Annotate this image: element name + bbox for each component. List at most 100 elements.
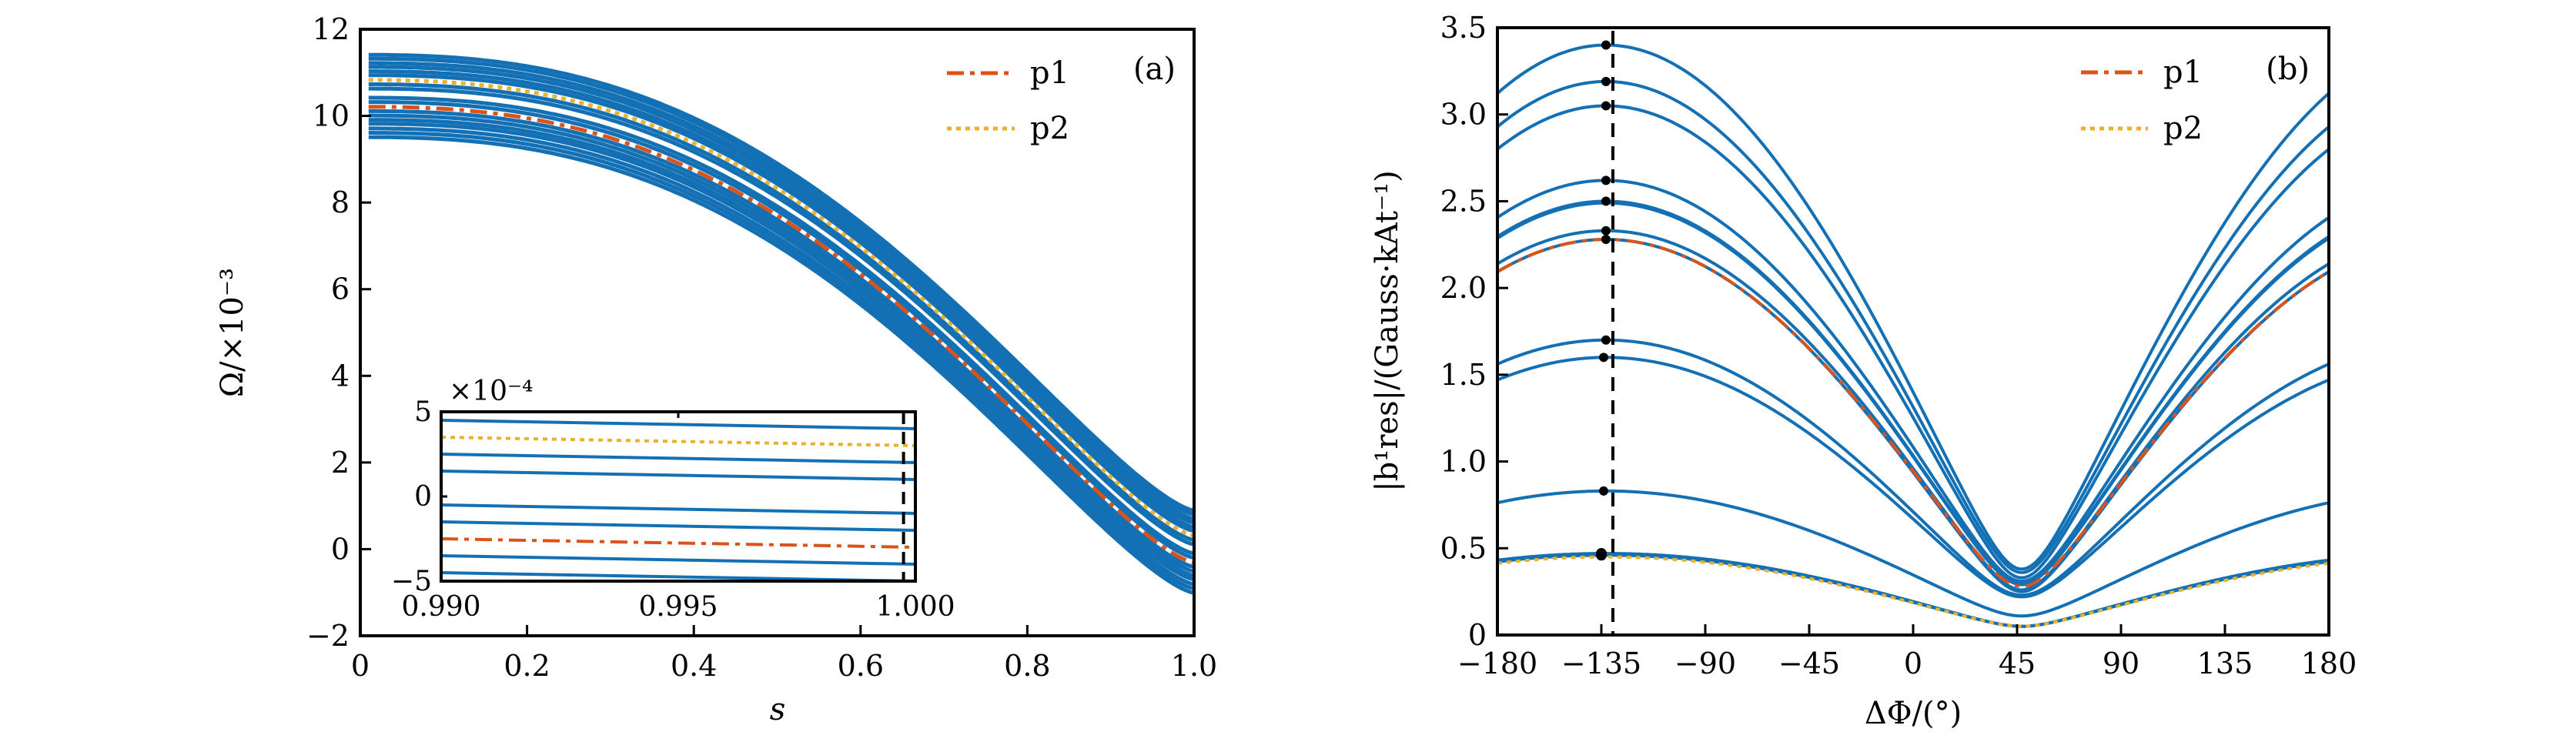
panel-a-curve-scan (368, 122, 1195, 582)
panel-b-legend: p1 p2 (2081, 55, 2203, 146)
inset-background (441, 412, 915, 581)
panel-b-xtick-label: 90 (2103, 647, 2139, 680)
panel-b-max-marker (1599, 353, 1608, 363)
panel-b-curve-scan (1496, 104, 2330, 580)
inset-ticks: 0.990 0.995 1.000 −5 0 5 (391, 396, 955, 623)
panel-b-max-marker (1601, 235, 1611, 245)
panel-a-xtick-label: 0.4 (671, 649, 717, 683)
panel-a-curve-scan (368, 56, 1195, 516)
panel-b-ytick-label: 1.5 (1440, 358, 1487, 392)
inset-xtick-label: 0.990 (401, 591, 480, 623)
panel-b-ytick-label: 0.5 (1440, 531, 1487, 565)
panel-a-ylabel: Ω/×10⁻³ (215, 268, 250, 397)
panel-a-xtick-label: 0.2 (503, 649, 550, 683)
panel-a-curve-scan (368, 113, 1195, 573)
panel-a-curve-scan (368, 86, 1195, 546)
panel-a-ytick-label: 0 (331, 532, 350, 566)
panel-b-ylabel: |b¹res|/(Gauss·kAt⁻¹) (1370, 170, 1405, 492)
panel-b-max-marker (1601, 40, 1611, 50)
panel-a-legend-p1-label: p1 (1030, 55, 1069, 91)
panel-a-curve-p2 (368, 78, 1195, 538)
panel-a-xtick-label: 1.0 (1171, 649, 1217, 683)
panel-a-curve-scan (368, 61, 1195, 521)
panel-b-curve-p2 (1497, 555, 2330, 628)
panel-a-tag: (a) (1133, 52, 1176, 87)
panel-b-xtick-label: 135 (2197, 647, 2253, 680)
panel-a-frame (359, 28, 1196, 637)
panel-a-curve-scan (368, 73, 1195, 533)
panel-a-ytick-label: 8 (331, 186, 350, 219)
panel-a-curves (368, 52, 1195, 595)
panel-a-xlabel: s (770, 692, 786, 727)
panel-a-curve-scan (368, 135, 1195, 595)
inset-curve-p1 (440, 537, 916, 549)
panel-a-xtick-label: 0.6 (838, 649, 884, 683)
panel-b-ticks: −180 −135 −90 −45 0 45 90 135 180 0 0.5 1.0 1.5 2.0 2.… (1440, 11, 2357, 680)
panel-b-ytick-label: 3.5 (1440, 11, 1487, 45)
inset-curve-scan (440, 554, 916, 566)
panel-b-curve-scan (1497, 338, 2330, 597)
panel-b-ytick-label: 3.0 (1440, 98, 1487, 132)
panel-b-curve-scan (1497, 229, 2330, 592)
inset-curve-scan (440, 419, 916, 430)
panel-b-curve-scan (1496, 179, 2330, 583)
panel-a-ytick-label: −2 (306, 619, 350, 653)
panel-b-curve-scan (1497, 551, 2330, 628)
panel-b-legend-p2-label: p2 (2163, 111, 2203, 146)
panel-a-ytick-label: 2 (331, 446, 350, 480)
panel-b-xlabel: ΔΦ/(°) (1865, 696, 1962, 731)
panel-b-curve-scan (1496, 201, 2330, 587)
panel-b-xtick-label: 45 (1999, 647, 2036, 680)
panel-b-curve-p1 (1496, 238, 2330, 588)
panel-b-max-marker (1601, 101, 1611, 111)
inset-curve-scan (440, 453, 916, 464)
panel-a-curve-scan (368, 65, 1195, 525)
panel-b-xtick-label: −90 (1674, 647, 1736, 680)
panel-a-legend-p2-label: p2 (1030, 111, 1069, 146)
panel-a-ytick-label: 10 (313, 99, 350, 133)
panel-b-legend-p1-label: p1 (2163, 55, 2203, 90)
panel-a-inset: 0.990 0.995 1.000 −5 0 5 ×10⁻⁴ (391, 376, 955, 623)
panel-a-ytick-label: 4 (331, 359, 350, 393)
panel-a-xtick-label: 0 (351, 649, 370, 683)
panel-b-max-marker (1601, 76, 1611, 86)
panel-a-curve-scan (368, 82, 1195, 543)
panel-b-xtick-label: −180 (1457, 647, 1537, 680)
panel-a-ytick-label: 6 (331, 272, 350, 306)
inset-curves (440, 412, 916, 583)
panel-b-ytick-label: 2.0 (1440, 271, 1487, 305)
panel-a-legend: p1 p2 (947, 55, 1069, 146)
panel-b-max-marker (1601, 175, 1611, 186)
panel-a-curve-scan (368, 131, 1195, 591)
panel-a-ytick-label: 12 (313, 12, 350, 46)
panel-a-curve-p1 (368, 105, 1195, 565)
panel-b-curve-scan (1496, 43, 2330, 571)
panel-a-xtick-label: 0.8 (1004, 649, 1050, 683)
panel-a-curve-scan (368, 69, 1195, 530)
panel-b-xtick-label: −45 (1778, 647, 1840, 680)
panel-b-curve-scan (1497, 356, 2330, 599)
panel-b-max-marker (1599, 486, 1608, 496)
inset-curve-scan (440, 520, 916, 532)
panel-b-markers (1596, 40, 1611, 561)
panel-b: −180 −135 −90 −45 0 45 90 135 180 0 0.5 1.0 1.5 2.0 2.… (1370, 11, 2357, 731)
panel-b-ytick-label: 0 (1468, 618, 1487, 652)
inset-curve-scan (440, 470, 916, 481)
inset-ytick-label: 5 (414, 396, 432, 428)
panel-b-max-marker (1601, 196, 1611, 206)
panel-b-max-marker (1596, 550, 1607, 561)
panel-b-xtick-label: −135 (1561, 647, 1641, 680)
panel-a-curve-scan (368, 100, 1195, 560)
panel-b-ytick-label: 2.5 (1440, 184, 1487, 218)
panel-b-tag: (b) (2266, 52, 2310, 87)
inset-ytick-label: 0 (414, 481, 432, 513)
panel-b-max-marker (1601, 226, 1611, 236)
panel-a-curve-scan (368, 118, 1195, 578)
panel-b-xtick-label: 180 (2301, 647, 2357, 680)
inset-xtick-label: 0.995 (638, 591, 718, 623)
panel-a-curve-scan (368, 52, 1195, 513)
panel-a-curve-scan (368, 95, 1195, 556)
panel-b-ytick-label: 1.0 (1440, 445, 1487, 479)
